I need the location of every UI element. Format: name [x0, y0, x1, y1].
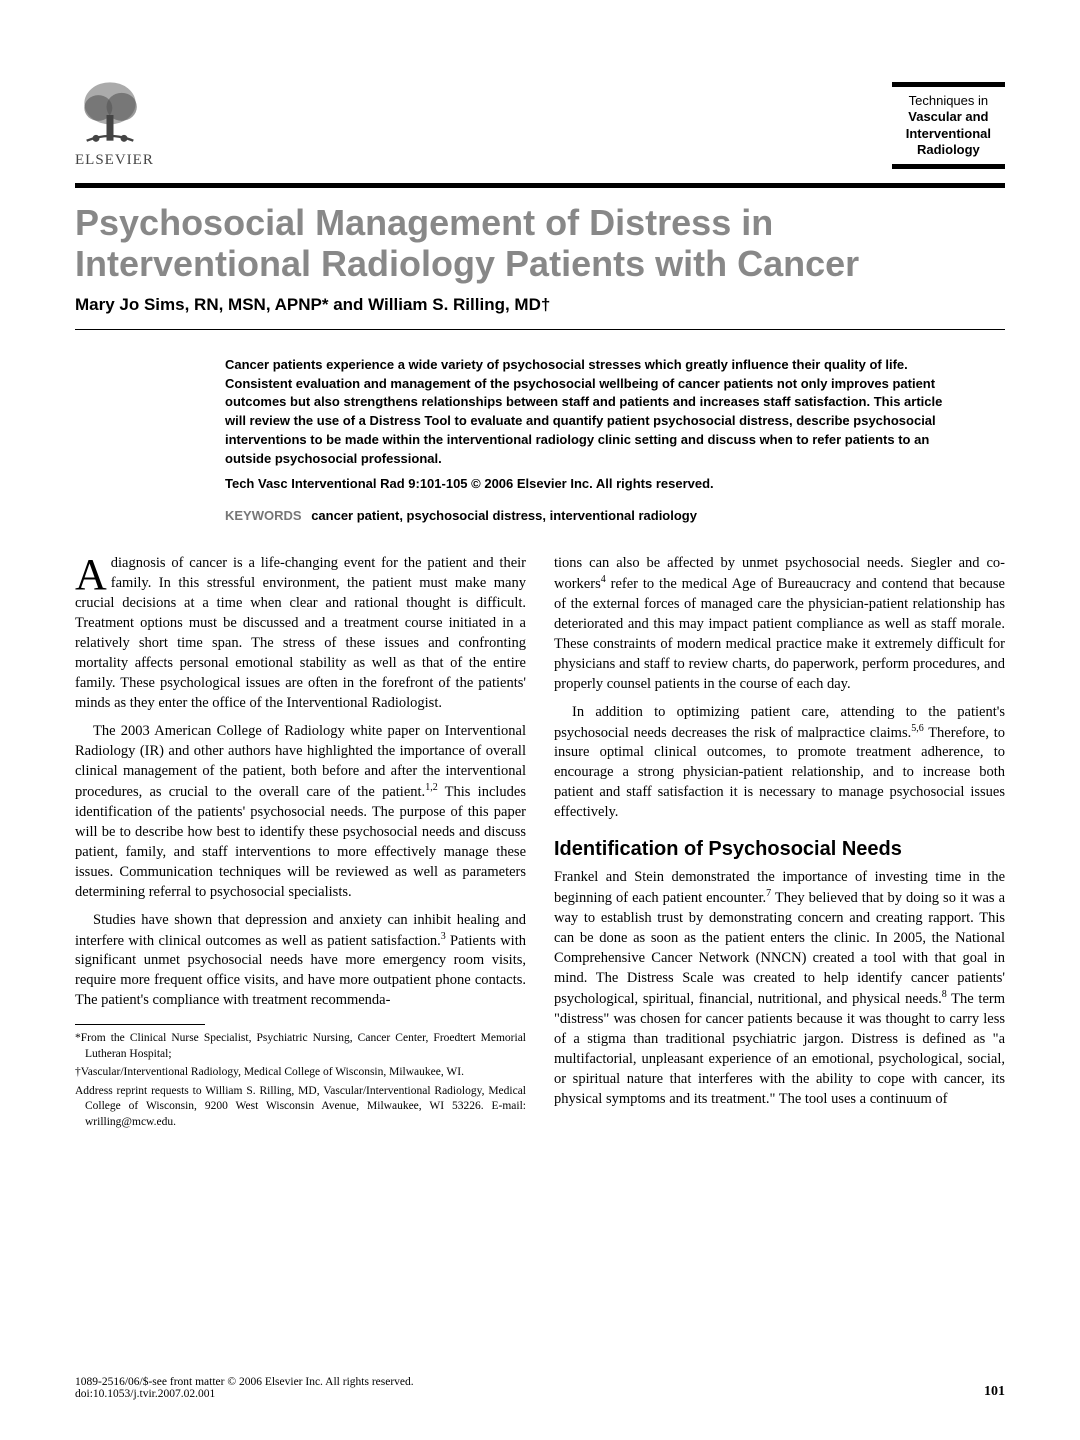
page-footer: 1089-2516/06/$-see front matter © 2006 E…	[75, 1376, 1005, 1400]
section-heading: Identification of Psychosocial Needs	[554, 838, 1005, 861]
footer-left: 1089-2516/06/$-see front matter © 2006 E…	[75, 1376, 414, 1400]
article-body: A diagnosis of cancer is a life-changing…	[75, 553, 1005, 1131]
journal-line: Radiology	[906, 142, 991, 158]
paragraph: In addition to optimizing patient care, …	[554, 702, 1005, 823]
paragraph: tions can also be affected by unmet psyc…	[554, 553, 1005, 694]
abstract-block: Cancer patients experience a wide variet…	[75, 356, 1005, 494]
body-text: They believed that by doing so it was a …	[554, 890, 1005, 1007]
page-number: 101	[984, 1384, 1005, 1400]
dropcap: A	[75, 553, 111, 592]
authors-line: Mary Jo Sims, RN, MSN, APNP* and William…	[75, 295, 1005, 315]
article-header: ELSEVIER Techniques in Vascular and Inte…	[75, 70, 1005, 175]
rule-top	[75, 183, 1005, 188]
publisher-name: ELSEVIER	[75, 152, 154, 169]
paragraph: A diagnosis of cancer is a life-changing…	[75, 553, 526, 713]
doi-line: doi:10.1053/j.tvir.2007.02.001	[75, 1388, 414, 1400]
citation-line: Tech Vasc Interventional Rad 9:101-105 ©…	[225, 475, 945, 494]
authors-text: Mary Jo Sims, RN, MSN, APNP* and William…	[75, 295, 550, 314]
footnote: Address reprint requests to William S. R…	[75, 1084, 526, 1131]
abstract-text: Cancer patients experience a wide variet…	[225, 356, 945, 469]
paragraph: The 2003 American College of Radiology w…	[75, 721, 526, 902]
footnote-separator	[75, 1024, 205, 1025]
publisher-block: ELSEVIER	[75, 80, 154, 169]
reference-superscript: 5,6	[911, 723, 924, 734]
paragraph: Studies have shown that depression and a…	[75, 910, 526, 1011]
article-title: Psychosocial Management of Distress in I…	[75, 202, 1005, 285]
body-text: The term "distress" was chosen for cance…	[554, 991, 1005, 1107]
footnote: *From the Clinical Nurse Specialist, Psy…	[75, 1031, 526, 1062]
keywords-text: cancer patient, psychosocial distress, i…	[311, 508, 697, 523]
keywords-label: KEYWORDS	[225, 508, 302, 523]
footnotes-block: *From the Clinical Nurse Specialist, Psy…	[75, 1031, 526, 1130]
journal-line: Vascular and	[906, 109, 991, 125]
rule-under-authors	[75, 329, 1005, 330]
journal-line: Techniques in	[906, 93, 991, 109]
keywords-row: KEYWORDS cancer patient, psychosocial di…	[75, 508, 1005, 523]
journal-line: Interventional	[906, 126, 991, 142]
footnote: †Vascular/Interventional Radiology, Medi…	[75, 1065, 526, 1081]
body-text: diagnosis of cancer is a life-changing e…	[75, 555, 526, 711]
body-text: This includes identification of the pati…	[75, 784, 526, 900]
journal-title-box: Techniques in Vascular and Interventiona…	[892, 82, 1005, 169]
paragraph: Frankel and Stein demonstrated the impor…	[554, 867, 1005, 1109]
copyright-line: 1089-2516/06/$-see front matter © 2006 E…	[75, 1376, 414, 1388]
reference-superscript: 1,2	[425, 782, 438, 793]
elsevier-tree-icon	[75, 80, 145, 150]
body-text: refer to the medical Age of Bureaucracy …	[554, 576, 1005, 692]
